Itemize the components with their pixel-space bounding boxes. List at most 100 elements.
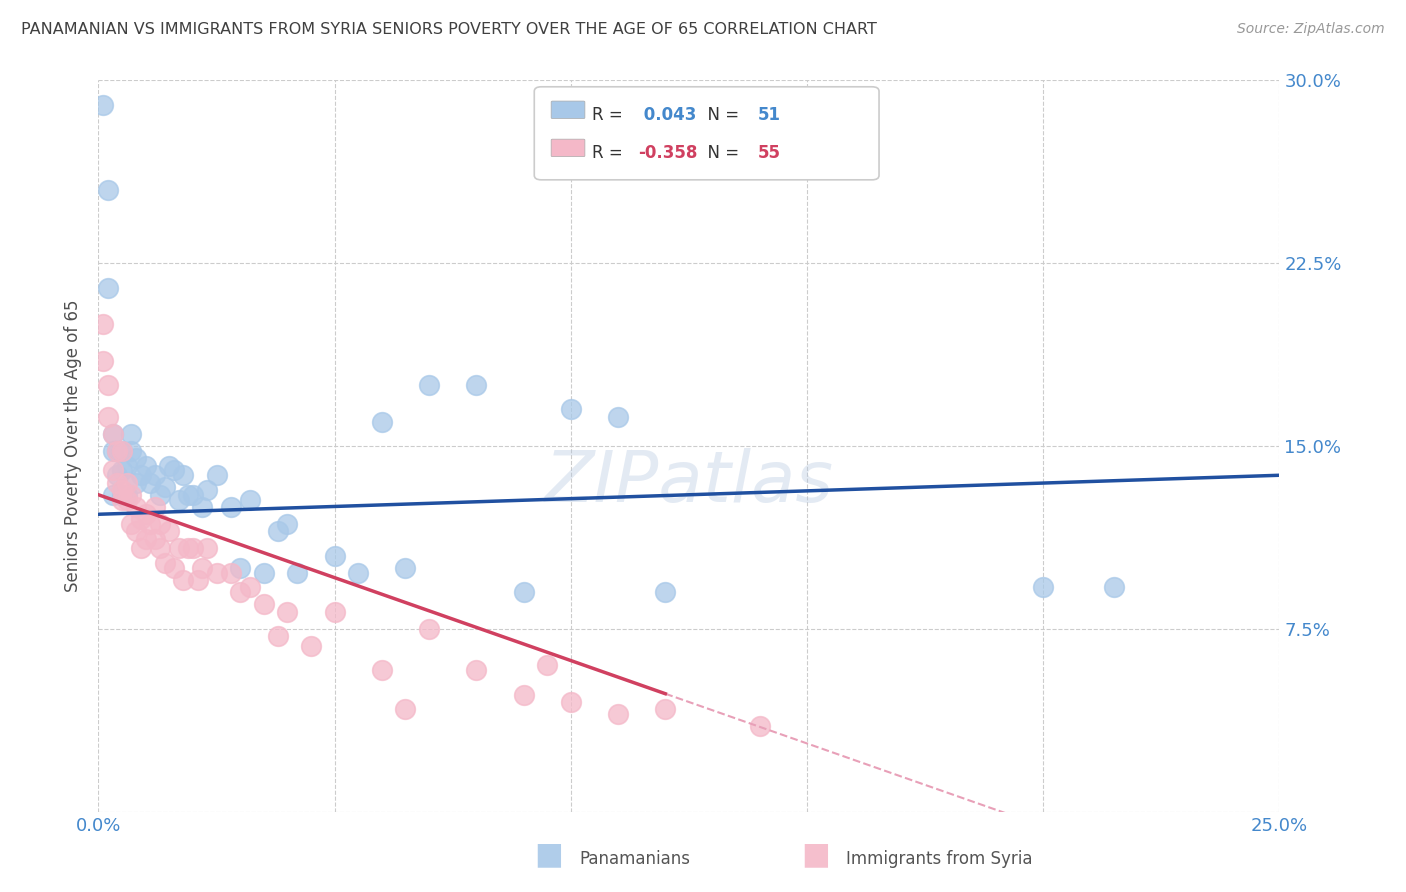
Point: [181, 541, 204, 556]
Text: 51: 51: [758, 105, 780, 123]
Point: [121, 516, 143, 531]
Point: [105, 443, 128, 458]
Point: [111, 483, 134, 497]
Point: [97, 280, 120, 294]
Point: [125, 475, 148, 490]
Point: [129, 541, 152, 556]
Point: [143, 532, 166, 546]
Point: [347, 566, 370, 580]
Point: [394, 702, 416, 716]
Point: [177, 488, 200, 502]
Point: [418, 622, 440, 636]
Point: [654, 585, 676, 599]
Point: [267, 629, 290, 643]
Point: [748, 719, 770, 733]
Y-axis label: Seniors Poverty Over the Age of 65: Seniors Poverty Over the Age of 65: [65, 300, 83, 592]
Text: R =: R =: [592, 144, 628, 161]
Point: [115, 475, 138, 490]
Point: [125, 500, 148, 514]
Point: [97, 409, 120, 424]
Point: [229, 585, 252, 599]
Point: [607, 707, 630, 722]
Point: [101, 443, 124, 458]
Text: ■: ■: [801, 840, 831, 870]
Point: [143, 468, 166, 483]
Point: [172, 573, 194, 587]
Point: [172, 468, 194, 483]
Point: [299, 639, 322, 653]
Text: 0.043: 0.043: [638, 105, 697, 123]
Point: [121, 488, 143, 502]
Point: [125, 524, 148, 539]
Point: [91, 317, 114, 331]
Point: [1032, 581, 1054, 595]
Point: [219, 566, 242, 580]
Point: [205, 566, 228, 580]
Point: [121, 426, 143, 441]
Point: [91, 353, 114, 368]
Point: [560, 402, 582, 417]
Point: [181, 488, 204, 502]
Text: R =: R =: [592, 105, 628, 123]
Point: [105, 468, 128, 483]
Point: [149, 541, 172, 556]
Point: [97, 183, 120, 197]
Point: [111, 443, 134, 458]
Point: [115, 458, 138, 473]
Text: N =: N =: [697, 144, 745, 161]
Text: PANAMANIAN VS IMMIGRANTS FROM SYRIA SENIORS POVERTY OVER THE AGE OF 65 CORRELATI: PANAMANIAN VS IMMIGRANTS FROM SYRIA SENI…: [21, 22, 877, 37]
Point: [153, 480, 176, 494]
Point: [135, 532, 157, 546]
Text: Panamanians: Panamanians: [579, 850, 690, 868]
Point: [239, 492, 262, 507]
Point: [115, 488, 138, 502]
Point: [135, 458, 157, 473]
Point: [105, 475, 128, 490]
Point: [205, 468, 228, 483]
Point: [157, 458, 180, 473]
Text: ■: ■: [534, 840, 564, 870]
Point: [91, 97, 114, 112]
Text: Immigrants from Syria: Immigrants from Syria: [846, 850, 1033, 868]
Point: [125, 451, 148, 466]
Point: [129, 512, 152, 526]
Point: [191, 561, 214, 575]
Point: [512, 688, 534, 702]
Point: [418, 378, 440, 392]
Point: [371, 415, 394, 429]
Point: [121, 443, 143, 458]
Point: [111, 488, 134, 502]
Point: [139, 475, 162, 490]
Point: [157, 524, 180, 539]
Point: [115, 492, 138, 507]
Point: [139, 516, 162, 531]
Point: [111, 463, 134, 477]
Point: [239, 581, 262, 595]
Point: [229, 561, 252, 575]
Point: [1102, 581, 1125, 595]
Point: [149, 516, 172, 531]
Point: [167, 492, 190, 507]
Point: [323, 549, 346, 563]
Point: [465, 663, 488, 677]
Point: [560, 695, 582, 709]
Point: [135, 508, 157, 522]
Point: [97, 378, 120, 392]
Text: ZIPatlas: ZIPatlas: [544, 448, 834, 517]
Point: [536, 658, 558, 673]
Point: [101, 426, 124, 441]
Point: [253, 566, 276, 580]
Point: [111, 443, 134, 458]
Point: [219, 500, 242, 514]
Point: [276, 605, 298, 619]
Point: [465, 378, 488, 392]
Point: [276, 516, 298, 531]
Point: [394, 561, 416, 575]
Point: [285, 566, 308, 580]
Point: [187, 573, 209, 587]
Point: [163, 463, 186, 477]
Text: N =: N =: [697, 105, 745, 123]
Point: [512, 585, 534, 599]
Point: [177, 541, 200, 556]
Point: [105, 443, 128, 458]
